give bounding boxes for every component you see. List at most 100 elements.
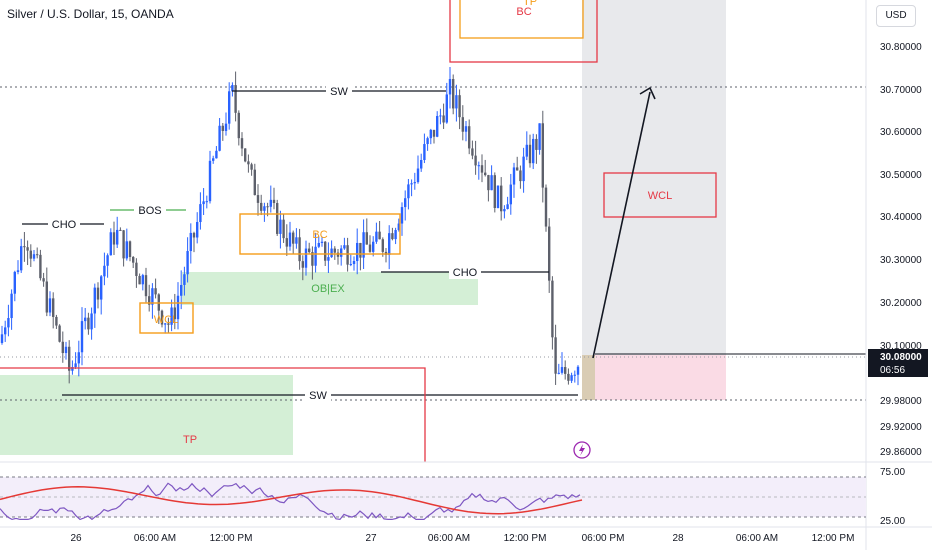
candle-body bbox=[61, 341, 64, 354]
tp-green-zone bbox=[0, 375, 293, 455]
candle-body bbox=[272, 199, 276, 204]
candle-body bbox=[298, 237, 301, 262]
candle-body bbox=[26, 247, 29, 251]
zones-layer bbox=[0, 0, 726, 455]
candle-body bbox=[144, 275, 148, 297]
rsi-pane bbox=[0, 476, 866, 521]
candle-body bbox=[256, 195, 260, 203]
sw-bottom-label: SW bbox=[309, 390, 327, 402]
top-orange-box bbox=[459, 0, 584, 39]
candle-body bbox=[135, 262, 138, 276]
candle-body bbox=[192, 232, 196, 238]
candle-body bbox=[317, 242, 320, 247]
candle-body bbox=[311, 252, 314, 266]
candle-body bbox=[93, 287, 96, 314]
price-tick: 30.50000 bbox=[880, 170, 922, 181]
candle-body bbox=[221, 125, 224, 131]
candle-body bbox=[16, 270, 20, 272]
pink-target-zone bbox=[595, 355, 726, 400]
cho-right-label: CHO bbox=[453, 267, 478, 279]
candle-body bbox=[240, 138, 244, 149]
candle-body bbox=[333, 248, 336, 253]
time-tick: 06:00 AM bbox=[134, 533, 176, 544]
price-tick: 30.40000 bbox=[880, 212, 922, 223]
price-tick: 30.20000 bbox=[880, 298, 922, 309]
candle-body bbox=[304, 248, 308, 268]
candle-body bbox=[554, 337, 557, 374]
candle-body bbox=[77, 352, 80, 364]
candle-body bbox=[410, 183, 413, 185]
lightning-icon-glyph bbox=[579, 444, 585, 456]
candle-body bbox=[151, 288, 154, 305]
candle-body bbox=[250, 164, 253, 170]
candle-body bbox=[205, 201, 208, 203]
candle-body bbox=[80, 321, 84, 353]
candle-body bbox=[52, 298, 55, 317]
candle-body bbox=[212, 158, 215, 161]
candle-body bbox=[183, 274, 186, 285]
candle-body bbox=[48, 298, 52, 313]
tp-bottom-label: TP bbox=[183, 434, 197, 446]
candle-body bbox=[436, 115, 439, 137]
candle-body bbox=[237, 112, 240, 139]
candle-body bbox=[375, 231, 378, 242]
price-axis[interactable]: 30.80000 30.70000 30.60000 30.50000 30.4… bbox=[868, 42, 928, 527]
candle-body bbox=[132, 256, 135, 263]
candle-body bbox=[413, 182, 416, 184]
bc-mid-label: BC bbox=[312, 229, 327, 241]
candle-body bbox=[535, 138, 538, 150]
candle-body bbox=[288, 232, 292, 247]
time-tick: 12:00 PM bbox=[210, 533, 253, 544]
candle-body bbox=[301, 261, 304, 268]
candle-body bbox=[119, 229, 122, 231]
candle-body bbox=[58, 325, 61, 342]
candle-body bbox=[29, 250, 32, 259]
candle-body bbox=[96, 287, 100, 300]
candle-body bbox=[276, 203, 279, 234]
candle-body bbox=[455, 95, 458, 109]
time-axis[interactable]: 26 06:00 AM 12:00 PM 27 06:00 AM 12:00 P… bbox=[70, 533, 854, 544]
rsi-tick: 25.00 bbox=[880, 516, 905, 527]
candle-body bbox=[532, 138, 535, 164]
candle-body bbox=[285, 238, 288, 247]
time-tick: 06:00 AM bbox=[736, 533, 778, 544]
candle-body bbox=[506, 204, 509, 210]
candle-body bbox=[109, 232, 112, 256]
currency-button[interactable]: USD bbox=[876, 5, 916, 27]
bos-label-bg bbox=[134, 202, 166, 217]
structure-layer: CHO BOS SW BC OB|EX WCL CHO SW bbox=[0, 0, 717, 462]
candle-body bbox=[487, 175, 490, 191]
candle-body bbox=[20, 246, 23, 271]
candle-body bbox=[397, 223, 400, 231]
candle-body bbox=[407, 184, 410, 199]
dotted-levels bbox=[0, 86, 866, 401]
candle-body bbox=[103, 265, 106, 277]
current-price-badge bbox=[868, 349, 928, 377]
candle-body bbox=[32, 254, 36, 259]
time-tick: 06:00 AM bbox=[428, 533, 470, 544]
price-tick: 29.92000 bbox=[880, 422, 922, 433]
candle-body bbox=[516, 167, 519, 171]
candle-body bbox=[560, 367, 564, 373]
countdown-label: 06:56 bbox=[880, 365, 905, 376]
candle-body bbox=[45, 281, 48, 313]
candle-body bbox=[448, 79, 452, 95]
candle-body bbox=[87, 317, 90, 330]
candle-body bbox=[327, 257, 330, 261]
candle-body bbox=[10, 293, 13, 319]
candle-body bbox=[116, 229, 119, 245]
price-tick: 29.98000 bbox=[880, 396, 922, 407]
candle-body bbox=[208, 160, 212, 202]
candle-body bbox=[496, 185, 500, 208]
candle-body bbox=[170, 307, 173, 325]
candle-body bbox=[519, 170, 522, 182]
candle-body bbox=[416, 168, 420, 183]
candle-body bbox=[247, 161, 250, 165]
candle-body bbox=[490, 175, 493, 191]
tp-red-frame bbox=[0, 367, 426, 462]
candle-body bbox=[544, 187, 548, 227]
wcl-right-label: WCL bbox=[648, 190, 672, 202]
candle-body bbox=[394, 230, 397, 240]
